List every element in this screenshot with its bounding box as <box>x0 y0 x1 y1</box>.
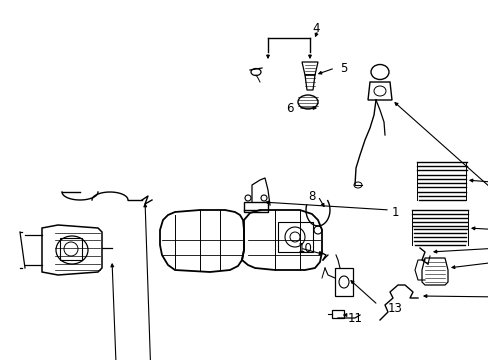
Bar <box>244 202 267 212</box>
Bar <box>331 310 343 318</box>
Text: 13: 13 <box>387 302 402 315</box>
Text: 10: 10 <box>297 242 312 255</box>
Text: 8: 8 <box>307 189 315 202</box>
Text: 1: 1 <box>391 206 399 219</box>
Text: 5: 5 <box>339 62 346 75</box>
Bar <box>334 268 352 296</box>
Text: 4: 4 <box>311 22 319 35</box>
Text: 11: 11 <box>347 311 362 324</box>
Bar <box>60 238 82 260</box>
Text: 6: 6 <box>285 102 293 114</box>
Bar <box>278 222 312 252</box>
